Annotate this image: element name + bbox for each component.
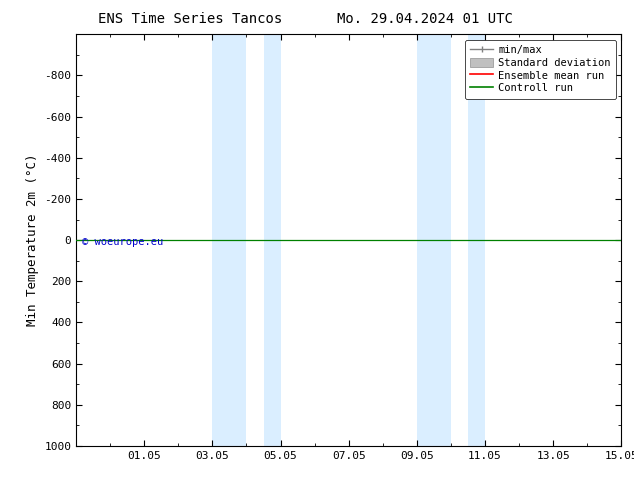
Text: ENS Time Series Tancos: ENS Time Series Tancos [98,12,282,26]
Bar [264,34,280,446]
Text: © woeurope.eu: © woeurope.eu [82,237,163,247]
Bar [212,34,247,446]
Text: Mo. 29.04.2024 01 UTC: Mo. 29.04.2024 01 UTC [337,12,513,26]
Bar [468,34,485,446]
Legend: min/max, Standard deviation, Ensemble mean run, Controll run: min/max, Standard deviation, Ensemble me… [465,40,616,98]
Bar [417,34,451,446]
Y-axis label: Min Temperature 2m (°C): Min Temperature 2m (°C) [25,154,39,326]
